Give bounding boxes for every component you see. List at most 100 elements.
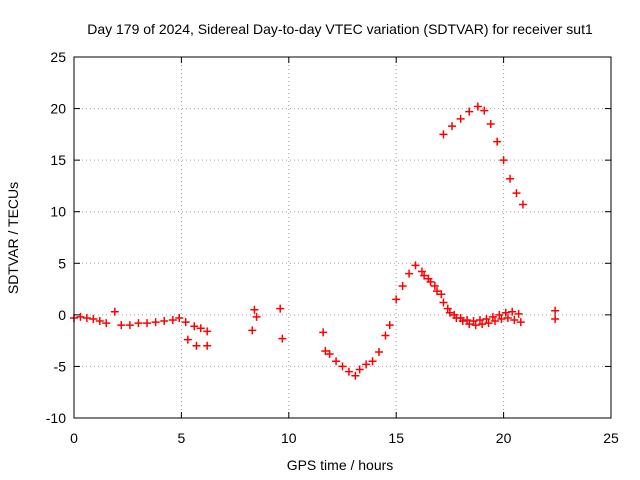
data-point [551,306,560,315]
data-point [344,367,353,376]
data-point [493,137,502,146]
data-point [506,174,515,183]
data-point [250,305,259,314]
data-point [252,312,261,321]
data-point [417,267,426,276]
y-tick-label: 15 [50,152,66,168]
data-point [456,114,465,123]
data-point [183,335,192,344]
data-point [375,347,384,356]
data-point [160,317,169,326]
data-point [480,106,489,115]
data-point [332,357,341,366]
data-point [486,120,495,129]
data-point [430,281,439,290]
data-point [426,277,435,286]
data-point [512,189,521,198]
data-point [355,365,364,374]
data-point [448,122,457,131]
x-axis-label: GPS time / hours [287,457,394,473]
data-point [175,313,184,322]
y-tick-label: 5 [58,255,66,271]
plot-frame [73,56,612,419]
data-point [437,290,446,299]
data-point [338,362,347,371]
axis-ticks: 0 5 10 15 20 25 -10 -5 0 5 10 15 20 25 [46,49,619,446]
x-tick-label: 15 [388,430,404,446]
data-point [495,310,504,319]
data-point [518,200,527,209]
data-point [508,307,517,316]
data-point [168,316,177,325]
data-point [433,287,442,296]
data-point [478,320,487,329]
data-point [458,317,467,326]
data-point [102,319,111,328]
data-point [89,314,98,323]
data-point [503,313,512,322]
data-point [117,321,126,330]
data-point [551,314,560,323]
data-point [278,334,287,343]
data-point [488,312,497,321]
data-point [420,271,429,280]
data-point [82,313,91,322]
data-points [70,102,560,380]
data-point [463,316,472,325]
data-point [181,318,190,327]
data-point [497,314,506,323]
data-point [465,320,474,329]
data-point [134,319,143,328]
y-axis-label: SDTVAR / TECUs [5,182,21,294]
y-tick-label: 10 [50,204,66,220]
data-point [475,316,484,325]
data-point [452,313,461,322]
x-tick-label: 25 [603,430,619,446]
data-point [362,360,371,369]
data-point [190,322,199,331]
data-point [368,357,377,366]
data-point [125,321,134,330]
data-point [276,304,285,313]
y-tick-label: 0 [58,307,66,323]
data-point [501,308,510,317]
data-point [516,318,525,327]
data-point [95,317,104,326]
x-tick-label: 10 [281,430,297,446]
data-point [76,312,85,321]
data-point [499,156,508,165]
x-tick-label: 0 [70,430,78,446]
data-point [385,321,394,330]
data-point [514,309,523,318]
data-point [248,326,257,335]
data-point [151,318,160,327]
data-point [398,281,407,290]
data-point [192,341,201,350]
data-point [443,304,452,313]
y-tick-label: -5 [54,358,67,374]
data-point [510,316,519,325]
data-point [471,321,480,330]
data-point [325,350,334,359]
x-tick-label: 20 [496,430,512,446]
data-point [110,307,119,316]
data-point [484,319,493,328]
data-point [482,314,491,323]
y-tick-label: 25 [50,49,66,65]
data-point [381,331,390,340]
data-point [439,130,448,139]
y-tick-label: 20 [50,101,66,117]
data-point [491,317,500,326]
data-point [439,298,448,307]
data-point [445,308,454,317]
y-tick-label: -10 [46,410,66,426]
chart-title: Day 179 of 2024, Sidereal Day-to-day VTE… [87,21,593,37]
data-point [196,324,205,333]
data-point [319,328,328,337]
data-point [469,317,478,326]
data-point [321,346,330,355]
data-point [143,319,152,328]
data-point [351,371,360,380]
